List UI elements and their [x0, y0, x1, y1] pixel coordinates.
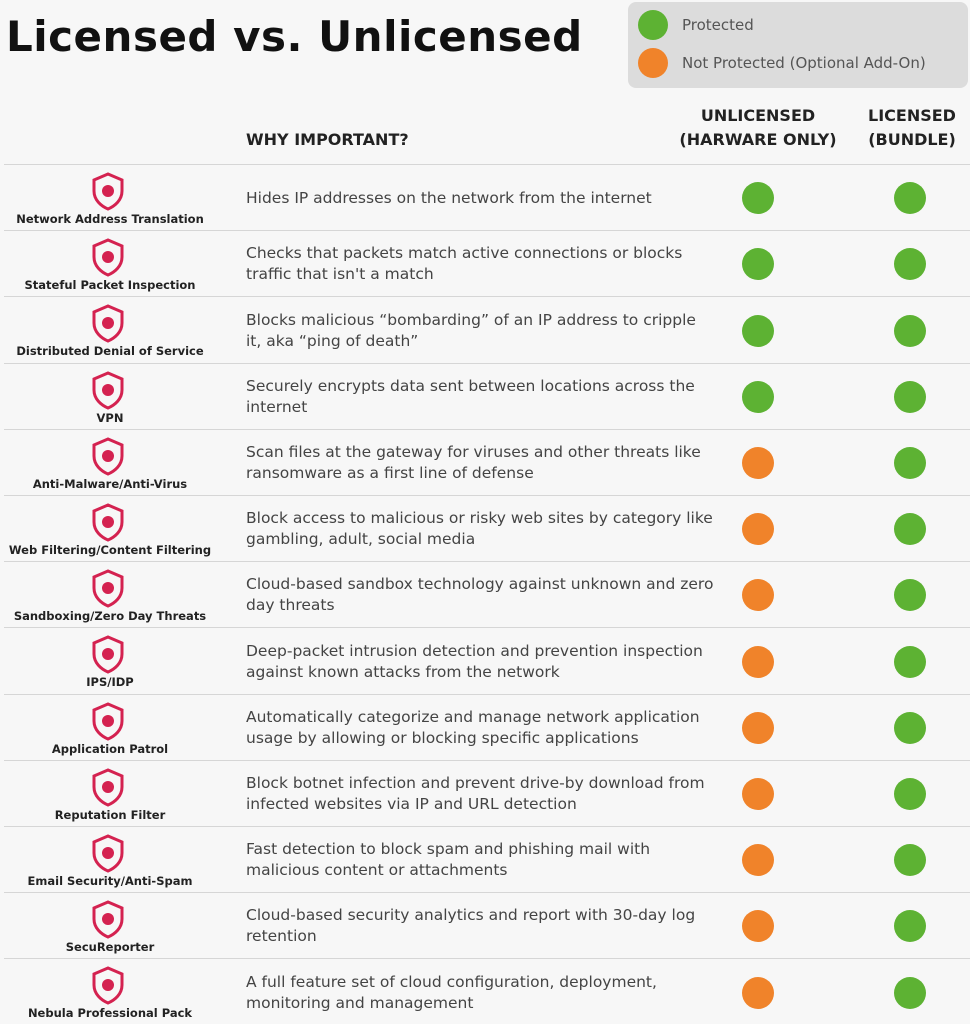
status-licensed: [894, 711, 926, 744]
column-header: WHY IMPORTANT?: [246, 128, 496, 152]
status-licensed: [894, 645, 926, 678]
feature-icon: [92, 503, 124, 542]
legend: Protected Not Protected (Optional Add-On): [628, 2, 968, 88]
row-divider: [4, 296, 970, 298]
feature-name: Stateful Packet Inspection: [24, 278, 196, 293]
header-line: (BUNDLE): [868, 130, 956, 149]
feature-name: Network Address Translation: [16, 212, 204, 226]
feature-icon: [92, 900, 124, 939]
status-unlicensed: [742, 182, 774, 215]
row-divider: [4, 759, 970, 761]
feature-icon: [92, 437, 124, 476]
status-unlicensed: [742, 711, 774, 744]
status-unlicensed: [742, 579, 774, 612]
status-unlicensed: [742, 645, 774, 678]
row-divider: [4, 826, 970, 827]
feature-icon: [92, 304, 124, 344]
description: A full feature set of cloud configuratio…: [246, 972, 657, 1012]
feature-name: IPS/IDP: [86, 675, 134, 690]
feature-icon: [92, 635, 124, 675]
feature-icon: [92, 238, 124, 277]
row-divider: [4, 561, 970, 563]
status-unlicensed: [742, 513, 774, 546]
header-line: (HARWARE ONLY): [679, 130, 837, 149]
column-header: LICENSED (BUNDLE): [856, 104, 968, 152]
feature-icon: [92, 172, 124, 211]
legend-swatch: [638, 48, 668, 78]
status-licensed: [894, 248, 926, 281]
status-unlicensed: [742, 380, 774, 413]
row-divider: [4, 362, 970, 364]
header-line: WHY IMPORTANT?: [246, 130, 409, 149]
description: Scan files at the gateway for viruses an…: [246, 442, 701, 482]
row-divider: [4, 495, 970, 496]
description: Hides IP addresses on the network from t…: [246, 188, 652, 207]
status-unlicensed: [742, 314, 774, 347]
feature-name: Application Patrol: [51, 741, 169, 756]
description: Block access to malicious or risky web s…: [246, 509, 713, 549]
column-header: UNLICENSED (HARWARE ONLY): [660, 104, 856, 152]
description: Block botnet infection and prevent drive…: [246, 773, 705, 813]
status-unlicensed: [742, 910, 774, 943]
row-divider: [4, 958, 970, 960]
feature-icon: [92, 370, 124, 410]
row-divider: [4, 892, 970, 894]
feature-name: Email Security/Anti-Spam: [27, 874, 193, 888]
status-unlicensed: [742, 844, 774, 877]
feature-icon: [92, 966, 124, 1006]
legend-label: Not Protected (Optional Add-On): [682, 54, 926, 72]
description: Blocks malicious “bombarding” of an IP a…: [246, 310, 696, 350]
legend-label: Protected: [682, 16, 754, 34]
header-line: UNLICENSED: [700, 106, 816, 125]
row-divider: [4, 164, 970, 165]
header-line: LICENSED: [868, 106, 956, 125]
feature-icon: [92, 834, 124, 873]
feature-icon: [92, 768, 124, 807]
title: Licensed vs. Unlicensed: [6, 12, 583, 61]
status-licensed: [894, 446, 926, 479]
feature-name: Distributed Denial of Service: [16, 344, 204, 359]
row-divider: [4, 428, 970, 430]
status-licensed: [894, 314, 926, 347]
description: Fast detection to block spam and phishin…: [246, 840, 651, 880]
feature-name: Sandboxing/Zero Day Threats: [13, 609, 207, 624]
status-unlicensed: [742, 248, 774, 281]
legend-swatch: [638, 10, 668, 40]
status-unlicensed: [742, 976, 774, 1009]
feature-name: Anti-Malware/Anti-Virus: [32, 476, 188, 491]
status-licensed: [894, 777, 926, 810]
description: Automatically categorize and manage netw…: [246, 707, 700, 747]
status-licensed: [894, 976, 926, 1009]
feature-name: Reputation Filter: [54, 807, 166, 822]
description: Cloud-based security analytics and repor…: [246, 906, 696, 946]
feature-name: VPN: [96, 410, 124, 425]
description: Checks that packets match active connect…: [246, 244, 683, 284]
status-licensed: [894, 380, 926, 413]
status-licensed: [894, 579, 926, 612]
status-licensed: [894, 844, 926, 877]
feature-name: SecuReporter: [65, 940, 155, 955]
description: Securely encrypts data sent between loca…: [246, 376, 695, 416]
status-unlicensed: [742, 777, 774, 810]
status-licensed: [894, 182, 926, 215]
feature-icon: [92, 701, 124, 741]
status-licensed: [894, 910, 926, 943]
description: Cloud-based sandbox technology against u…: [246, 575, 714, 615]
status-licensed: [894, 513, 926, 546]
row-divider: [4, 230, 970, 232]
feature-name: Web Filtering/Content Filtering: [8, 543, 212, 557]
row-divider: [4, 627, 970, 629]
description: Deep-packet intrusion detection and prev…: [246, 641, 703, 681]
feature-icon: [92, 569, 124, 608]
row-divider: [4, 693, 970, 695]
feature-name: Nebula Professional Pack: [27, 1006, 193, 1021]
status-unlicensed: [742, 446, 774, 479]
